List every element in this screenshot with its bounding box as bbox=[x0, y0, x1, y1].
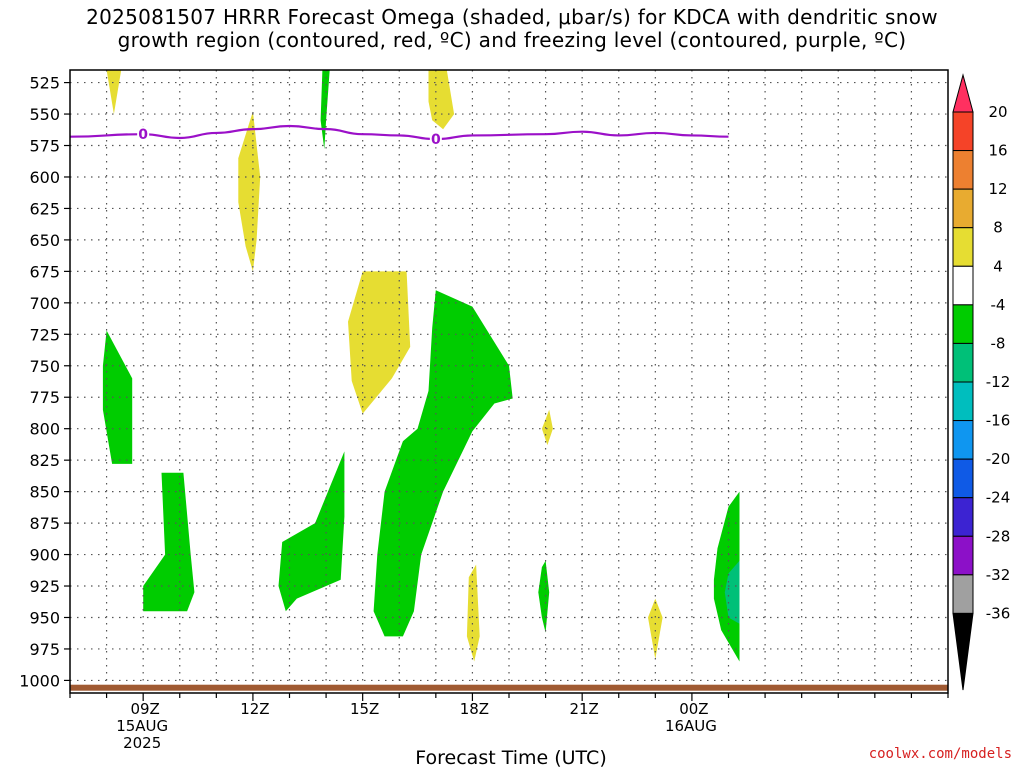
y-tick-label-675: 675 bbox=[29, 262, 60, 281]
y-tick-label-800: 800 bbox=[29, 420, 60, 439]
freezing-level-label-bg-1 bbox=[429, 131, 442, 148]
y-tick-label-550: 550 bbox=[29, 105, 60, 124]
freezing-level-line bbox=[70, 124, 729, 141]
colorbar-label-0: 20 bbox=[988, 103, 1007, 121]
omega-region-1 bbox=[238, 111, 261, 272]
omega-region-14 bbox=[724, 560, 740, 624]
colorbar-segment-5 bbox=[952, 265, 974, 306]
y-tick-label-700: 700 bbox=[29, 294, 60, 313]
colorbar-segment-13 bbox=[952, 574, 974, 614]
colorbar-label-2: 12 bbox=[988, 180, 1007, 198]
x-tick-label-00Z: 00Z bbox=[679, 700, 708, 718]
y-tick-label-875: 875 bbox=[29, 514, 60, 533]
y-tick-label-775: 775 bbox=[29, 388, 60, 407]
colorbar-segment-10 bbox=[952, 458, 974, 499]
colorbar-segment-3 bbox=[952, 188, 974, 229]
omega-region-9 bbox=[143, 472, 195, 612]
y-tick-label-900: 900 bbox=[29, 546, 60, 565]
credit-text: coolwx.com/models bbox=[868, 746, 1012, 762]
colorbar-label-13: -36 bbox=[986, 604, 1011, 622]
colorbar-segment-7 bbox=[952, 342, 974, 383]
y-tick-label-575: 575 bbox=[29, 137, 60, 156]
x-tick-label-12Z: 12Z bbox=[240, 700, 269, 718]
x-tick-label-21Z: 21Z bbox=[569, 700, 598, 718]
y-tick-label-725: 725 bbox=[29, 325, 60, 344]
omega-region-3 bbox=[348, 271, 411, 414]
colorbar-label-11: -28 bbox=[986, 527, 1011, 545]
y-tick-label-825: 825 bbox=[29, 451, 60, 470]
grid-lines bbox=[70, 70, 948, 693]
freezing-level-label-0: 0 bbox=[138, 127, 148, 143]
omega-region-7 bbox=[320, 70, 330, 150]
x-tick-sublabel-16AUG: 16AUG bbox=[665, 717, 717, 735]
y-tick-label-625: 625 bbox=[29, 199, 60, 218]
y-tick-label-950: 950 bbox=[29, 608, 60, 627]
chart-title: 2025081507 HRRR Forecast Omega (shaded, … bbox=[86, 5, 938, 52]
y-tick-label-850: 850 bbox=[29, 483, 60, 502]
colorbar-segment-1 bbox=[952, 111, 974, 152]
omega-region-11 bbox=[373, 290, 513, 637]
colorbar-label-9: -20 bbox=[986, 450, 1011, 468]
omega-region-12 bbox=[538, 560, 550, 633]
colorbar-label-10: -24 bbox=[986, 489, 1011, 507]
omega-region-10 bbox=[278, 451, 345, 612]
colorbar-segment-4 bbox=[952, 227, 974, 267]
omega-region-5 bbox=[466, 564, 480, 662]
y-tick-label-1000: 1000 bbox=[19, 671, 60, 690]
colorbar-bottom-arrow bbox=[952, 612, 974, 691]
colorbar-segment-2 bbox=[952, 150, 974, 190]
x-axis-title: Forecast Time (UTC) bbox=[415, 747, 606, 768]
y-tick-label-650: 650 bbox=[29, 231, 60, 250]
y-tick-label-750: 750 bbox=[29, 357, 60, 376]
y-tick-label-525: 525 bbox=[29, 74, 60, 93]
y-tick-label-600: 600 bbox=[29, 168, 60, 187]
colorbar-label-7: -12 bbox=[986, 373, 1011, 391]
colorbar-segment-12 bbox=[952, 535, 974, 576]
colorbar-label-8: -16 bbox=[986, 412, 1011, 430]
colorbar-segment-11 bbox=[952, 497, 974, 537]
x-tick-label-18Z: 18Z bbox=[460, 700, 489, 718]
y-tick-label-975: 975 bbox=[29, 640, 60, 659]
x-tick-label-15Z: 15Z bbox=[350, 700, 379, 718]
surface-line bbox=[70, 684, 948, 691]
freezing-level-label-1: 0 bbox=[431, 132, 441, 148]
y-axis: 525 550 575 600 625 650 675 700 725 750 775 800 825 8… bbox=[19, 74, 70, 690]
omega-region-6 bbox=[648, 598, 663, 659]
x-tick-sublabel-15AUG: 15AUG bbox=[116, 717, 168, 735]
y-tick-label-925: 925 bbox=[29, 577, 60, 596]
colorbar-top-arrow bbox=[952, 73, 974, 113]
omega-region-2 bbox=[428, 70, 455, 130]
colorbar: 20 16 12 8 4 -4 -8 -12 -16 -20 -24 -28 -32 -36 bbox=[952, 73, 1011, 691]
colorbar-label-4: 4 bbox=[993, 257, 1003, 275]
omega-region-0 bbox=[106, 70, 122, 115]
colorbar-label-3: 8 bbox=[993, 219, 1003, 237]
colorbar-label-6: -8 bbox=[991, 334, 1006, 352]
omega-region-4 bbox=[541, 409, 553, 446]
colorbar-segment-8 bbox=[952, 381, 974, 422]
omega-shading bbox=[102, 70, 740, 662]
colorbar-segment-9 bbox=[952, 420, 974, 460]
omega-region-8 bbox=[102, 330, 133, 464]
x-tick-sublabel-2025: 2025 bbox=[123, 734, 161, 752]
freezing-level-label-bg-0 bbox=[137, 126, 150, 143]
colorbar-label-12: -32 bbox=[986, 566, 1011, 584]
colorbar-segment-6 bbox=[952, 304, 974, 344]
surface-band bbox=[70, 684, 948, 691]
colorbar-label-1: 16 bbox=[988, 142, 1007, 160]
x-tick-label-09Z: 09Z bbox=[130, 700, 159, 718]
colorbar-label-5: -4 bbox=[991, 296, 1006, 314]
